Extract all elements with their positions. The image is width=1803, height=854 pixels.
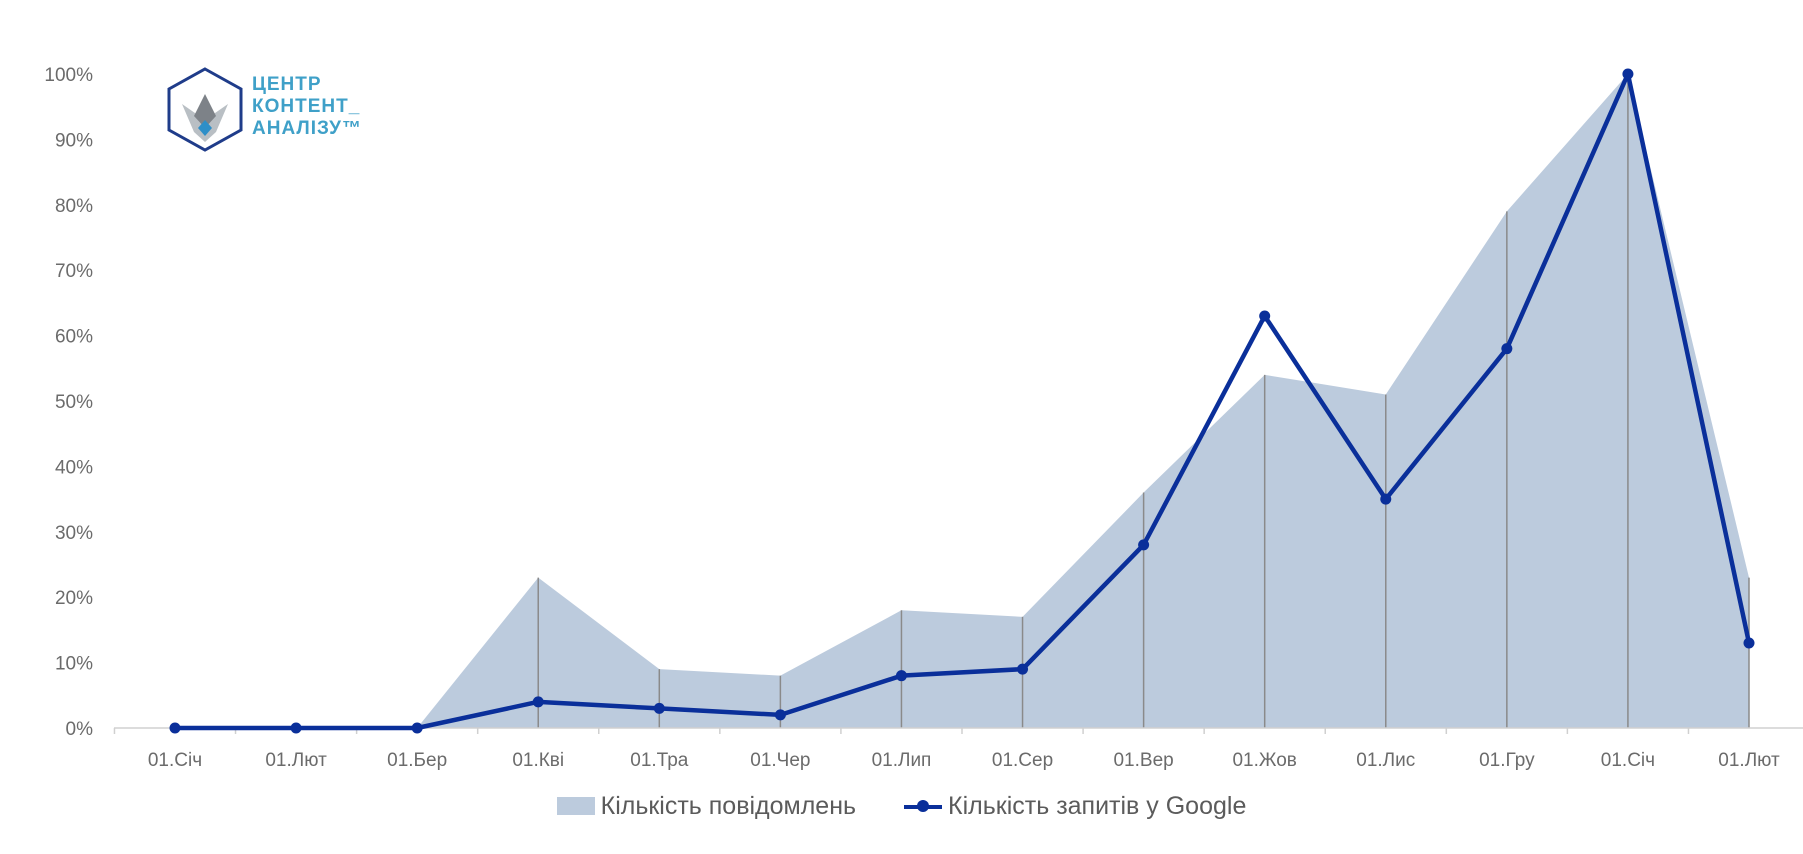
- line-point: [1259, 310, 1271, 322]
- legend-item-google: Кількість запитів у Google: [904, 792, 1246, 821]
- legend: Кількість повідомлень Кількість запитів …: [0, 786, 1803, 826]
- x-tick-label: 01.Чер: [750, 750, 810, 771]
- line-point: [774, 709, 786, 721]
- x-tick-label: 01.Сер: [992, 750, 1053, 771]
- line-point: [1743, 637, 1755, 649]
- line-point: [1501, 343, 1513, 355]
- logo-hex-icon: [167, 67, 243, 152]
- logo: ЦЕНТР КОНТЕНТ_ АНАЛІЗУ™: [160, 64, 363, 154]
- legend-label-google: Кількість запитів у Google: [948, 791, 1247, 820]
- x-tick-label: 01.Бер: [387, 750, 447, 771]
- line-point: [1622, 68, 1634, 80]
- x-tick-label: 01.Лис: [1356, 750, 1415, 771]
- area-layer: [175, 74, 1749, 728]
- y-tick-label: 0%: [66, 719, 94, 740]
- x-axis-ticks: 01.Січ 01.Лют 01.Бер 01.Кві 01.Тра 01.Чер 01.Л…: [148, 750, 1780, 771]
- line-point: [290, 722, 302, 734]
- line-point: [1380, 493, 1392, 505]
- line-point: [1138, 539, 1150, 551]
- y-tick-label: 20%: [55, 588, 93, 609]
- legend-item-messages: Кількість повідомлень: [556, 791, 857, 821]
- x-tick-label: 01.Лют: [1718, 750, 1780, 771]
- y-tick-label: 60%: [55, 327, 93, 348]
- line-point: [169, 722, 181, 734]
- line-layer: [175, 71, 1752, 731]
- line-series-google: [175, 71, 1752, 731]
- x-tick-label: 01.Лип: [872, 750, 932, 771]
- x-tick-label: 01.Кві: [512, 750, 564, 771]
- y-tick-label: 10%: [55, 654, 93, 675]
- y-tick-label: 40%: [55, 457, 93, 478]
- line-point: [411, 722, 423, 734]
- x-tick-label: 01.Січ: [1601, 750, 1655, 771]
- x-tick-label: 01.Вер: [1113, 750, 1173, 771]
- x-tick-label: 01.Гру: [1479, 750, 1535, 771]
- line-point: [895, 670, 907, 682]
- logo-wordmark: ЦЕНТР КОНТЕНТ_ АНАЛІЗУ™: [252, 74, 363, 139]
- point-layer: [169, 68, 1755, 734]
- y-tick-label: 50%: [55, 392, 93, 413]
- line-point: [1017, 663, 1029, 675]
- x-tick-label: 01.Січ: [148, 750, 202, 771]
- x-tick-label: 01.Тра: [630, 750, 689, 771]
- legend-area-swatch: [556, 797, 595, 815]
- y-tick-label: 100%: [44, 65, 93, 86]
- y-axis-ticks: 0% 10% 20% 30% 40% 50% 60% 70% 80% 90% 100%: [44, 65, 93, 740]
- area-series-messages: [175, 74, 1749, 728]
- line-point: [653, 702, 665, 714]
- line-point: [532, 696, 544, 708]
- legend-label-messages: Кількість повідомлень: [600, 791, 857, 820]
- y-tick-label: 30%: [55, 523, 93, 544]
- y-tick-label: 90%: [55, 130, 93, 151]
- y-tick-label: 70%: [55, 261, 93, 282]
- drop-lines: [537, 74, 1750, 728]
- x-tick-label: 01.Жов: [1232, 750, 1296, 771]
- legend-line-swatch: [904, 795, 943, 817]
- x-tick-label: 01.Лют: [265, 750, 327, 771]
- y-tick-label: 80%: [55, 196, 93, 217]
